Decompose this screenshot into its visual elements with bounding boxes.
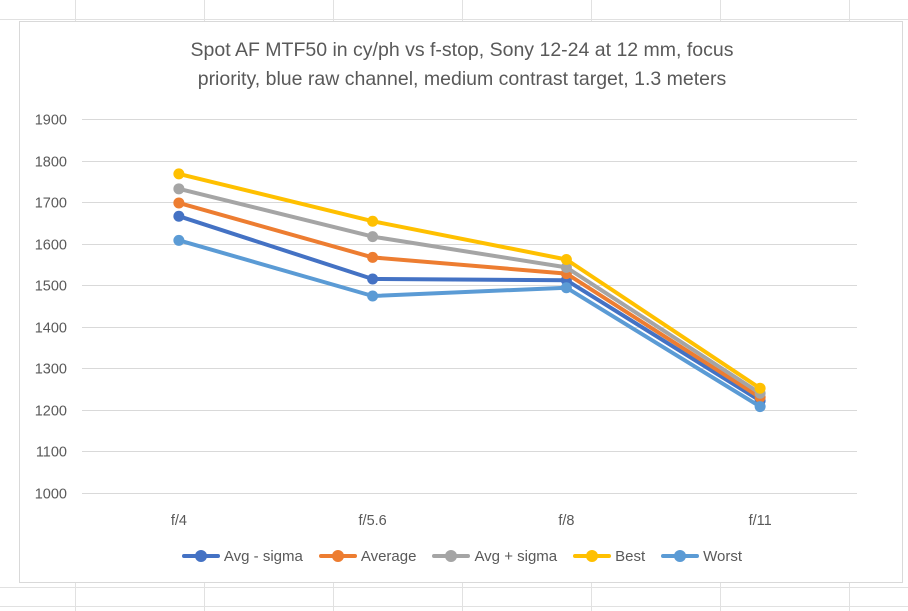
chart-legend: Avg - sigma Average Avg + sigma Best Worst (20, 545, 904, 567)
data-point-best-3 (560, 253, 572, 265)
legend-swatch-avg-sigma (432, 550, 471, 562)
data-point-best-4 (754, 382, 766, 394)
legend-swatch-best (573, 550, 612, 562)
data-point-worst-1 (173, 234, 185, 246)
chart-title: Spot AF MTF50 in cy/ph vs f-stop, Sony 1… (20, 36, 904, 94)
legend-marker-best (586, 550, 599, 562)
x-tick-label-1: f/4 (171, 513, 187, 529)
legend-marker-avg-sigma (194, 550, 207, 562)
series-line-average (176, 200, 763, 400)
legend-item-avg-sigma: Avg + sigma (432, 548, 557, 565)
legend-item-avg-sigma: Avg - sigma (181, 547, 303, 565)
legend-item-average: Average (318, 547, 417, 565)
y-tick-label-1700: 1700 (35, 196, 67, 212)
data-point-avg-sigma-1 (173, 183, 185, 195)
y-tick-label-1300: 1300 (35, 362, 67, 378)
legend-label-average: Average (360, 547, 417, 565)
legend-label-avg-sigma: Avg - sigma (223, 547, 303, 565)
y-tick-label-1000: 1000 (35, 487, 67, 503)
series-line-avg-sigma (176, 214, 763, 403)
legend-swatch-worst (661, 550, 700, 562)
data-point-worst-3 (560, 282, 572, 294)
y-tick-label-1600: 1600 (35, 238, 67, 254)
legend-item-best: Best (573, 548, 645, 565)
series-line-best (176, 171, 763, 391)
y-tick-label-1500: 1500 (35, 279, 67, 295)
data-point-best-2 (367, 215, 379, 227)
legend-marker-worst (674, 550, 687, 562)
legend-label-best: Best (615, 547, 646, 565)
chart-title-line-2: priority, blue raw channel, medium contr… (197, 68, 727, 90)
y-tick-label-1900: 1900 (35, 113, 67, 129)
y-tick-label-1800: 1800 (35, 155, 67, 171)
series-line-worst (176, 238, 763, 409)
legend-swatch-avg-sigma (181, 550, 220, 562)
data-point-average-2 (367, 251, 379, 263)
y-tick-label-1400: 1400 (35, 321, 67, 337)
legend-marker-average (331, 550, 344, 562)
data-point-avg-sigma-3 (560, 261, 572, 273)
legend-item-worst: Worst (661, 548, 742, 565)
data-point-avg-sigma-2 (367, 273, 379, 285)
chart-area: Spot AF MTF50 in cy/ph vs f-stop, Sony 1… (19, 21, 903, 583)
x-tick-label-2: f/5.6 (359, 513, 387, 529)
legend-marker-avg-sigma (445, 550, 458, 562)
legend-label-avg-sigma: Avg + sigma (474, 547, 558, 565)
data-point-worst-4 (754, 401, 766, 413)
y-tick-label-1200: 1200 (35, 404, 67, 420)
legend-swatch-average (318, 550, 357, 562)
data-point-avg-sigma-1 (173, 210, 185, 222)
chart-title-line-1: Spot AF MTF50 in cy/ph vs f-stop, Sony 1… (190, 39, 734, 61)
data-point-worst-2 (367, 290, 379, 302)
x-tick-label-4: f/11 (749, 513, 772, 529)
data-point-avg-sigma-2 (367, 231, 379, 243)
series-line-avg-sigma (176, 186, 763, 396)
data-point-best-1 (173, 168, 185, 180)
data-point-average-1 (173, 197, 185, 209)
y-tick-label-1100: 1100 (36, 445, 67, 461)
legend-label-worst: Worst (703, 547, 743, 565)
x-tick-label-3: f/8 (558, 513, 574, 529)
line-chart-plot: 1000 1100 1200 1300 1400 1500 1600 1700 1800 1900… (35, 113, 857, 529)
